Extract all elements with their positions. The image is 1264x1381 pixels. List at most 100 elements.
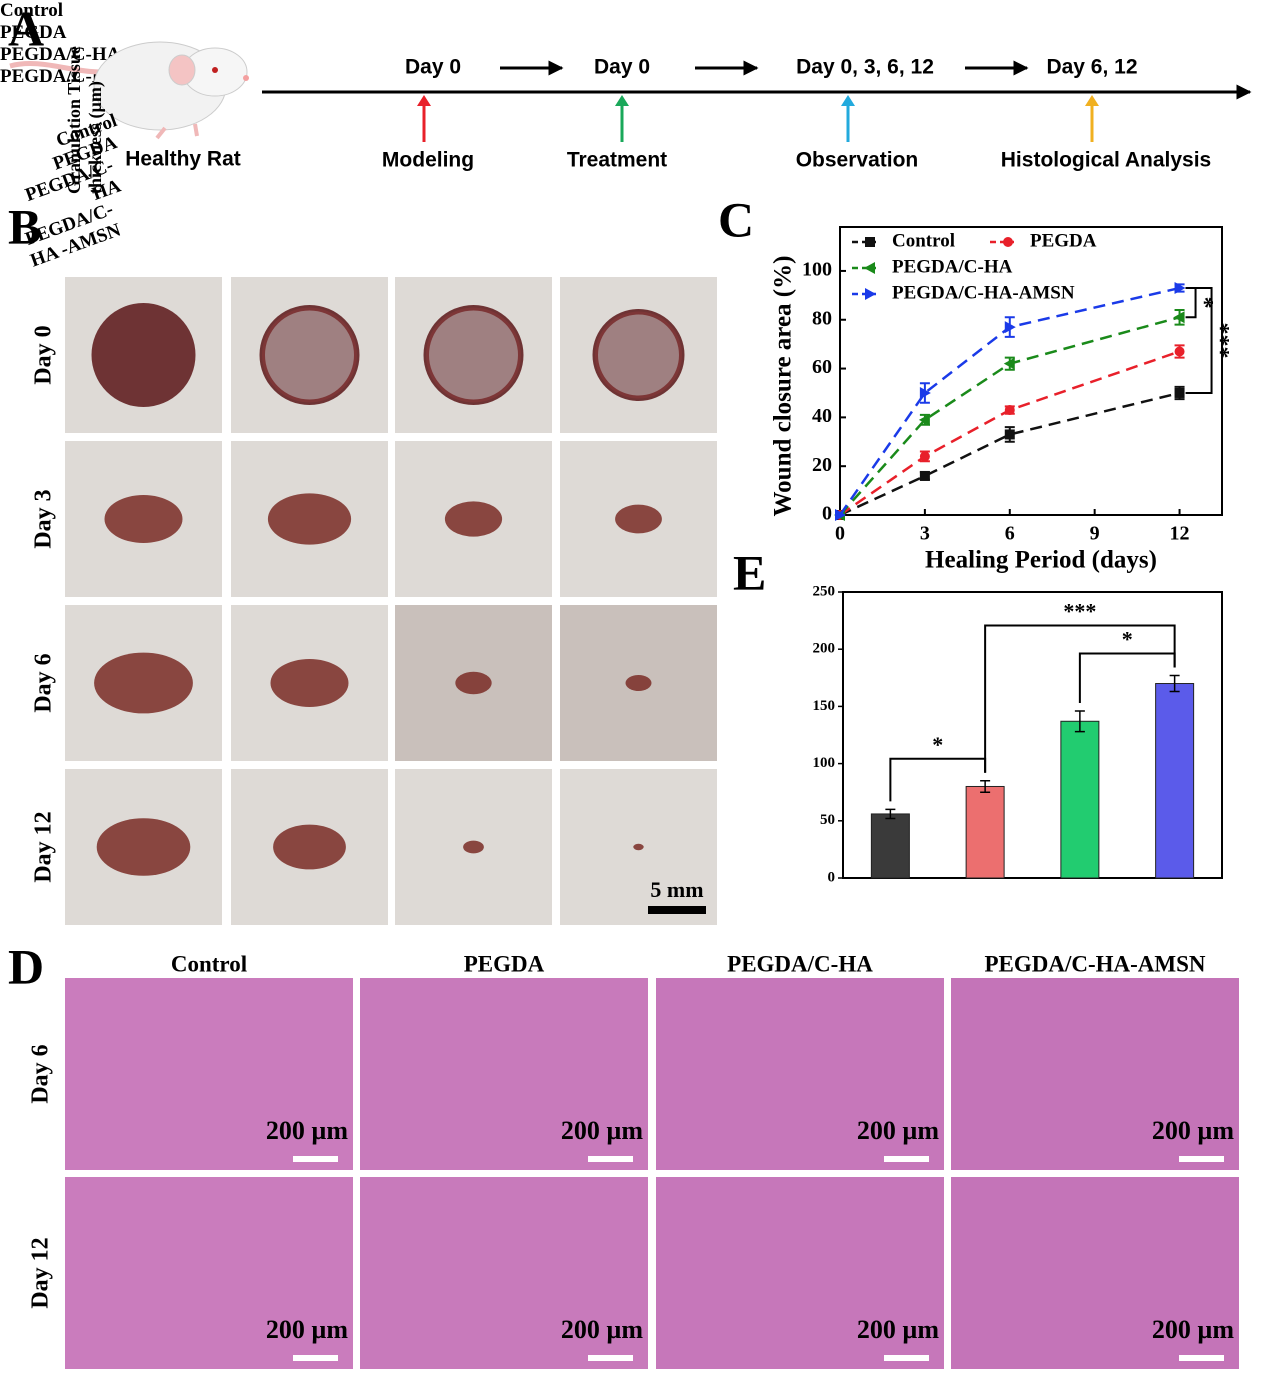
wound — [633, 843, 644, 851]
scale-bar — [293, 1156, 338, 1162]
hydrogel-disc — [262, 307, 357, 403]
scale-bar — [588, 1355, 633, 1361]
histology-texture — [360, 978, 648, 1170]
significance-bracket — [1185, 287, 1213, 394]
scale-bar-label: 200 µm — [857, 1315, 939, 1344]
scale-bar-label: 200 µm — [561, 1116, 643, 1145]
hydrogel-disc — [426, 307, 521, 403]
panel-label: E — [733, 544, 766, 600]
error-bar — [1074, 710, 1085, 733]
legend-label: PEGDA/C-HA-AMSN — [892, 282, 1075, 303]
point — [1173, 311, 1185, 324]
column-header: PEGDA/C-HA — [727, 951, 873, 976]
significance-label: * — [1122, 627, 1133, 652]
y-tick-label: 50 — [820, 812, 835, 828]
point — [919, 451, 930, 462]
scale-bar — [588, 1156, 633, 1162]
y-tick-label: 80 — [812, 307, 832, 329]
series-line — [839, 316, 1180, 516]
step-event: Modeling — [382, 149, 474, 172]
y-tick-label: 200 — [813, 641, 836, 657]
legend-marker — [865, 237, 875, 247]
hydrogel-disc — [595, 311, 682, 399]
point — [918, 413, 930, 426]
y-tick-label: 100 — [813, 755, 836, 771]
step-marker-head — [841, 95, 855, 106]
point — [1174, 387, 1185, 398]
bar — [870, 813, 910, 879]
row-label: Day 12 — [28, 1237, 54, 1308]
histology-texture — [656, 978, 944, 1170]
point — [1003, 357, 1015, 370]
point — [1004, 321, 1016, 334]
histology-texture — [951, 1177, 1239, 1369]
point — [1004, 405, 1015, 416]
point — [1174, 346, 1185, 357]
legend-label: Control — [892, 230, 955, 251]
scale-bar-label: 200 µm — [266, 1315, 348, 1344]
plot-frame — [842, 591, 1223, 879]
error-bar — [885, 808, 896, 820]
histology-texture — [65, 1177, 353, 1369]
series-line — [838, 286, 1180, 516]
subject-label: Healthy Rat — [125, 148, 241, 171]
scale-bar-label: 200 µm — [857, 1116, 939, 1145]
column-header: Control — [0, 0, 63, 21]
histology-image — [65, 978, 353, 1170]
column-header: Control — [171, 951, 247, 976]
wound — [463, 840, 484, 854]
step-day: Day 0 — [594, 56, 650, 79]
y-tick-label: 250 — [813, 583, 836, 599]
scale-bar-label: 5 mm — [650, 877, 703, 902]
wound — [625, 675, 652, 691]
legend-label: PEGDA — [1030, 230, 1097, 251]
x-tick-label: 6 — [1005, 523, 1015, 545]
significance-label: * — [1191, 297, 1217, 309]
rat-illustration — [9, 41, 249, 140]
y-axis-label: Wound closure area (%) — [770, 256, 797, 517]
panel-label: B — [8, 198, 41, 254]
point — [835, 509, 846, 521]
wound — [91, 303, 196, 407]
y-tick-label: 40 — [812, 405, 832, 427]
y-tick-label: 0 — [828, 869, 836, 885]
point — [919, 470, 930, 481]
significance-label: *** — [1063, 599, 1096, 624]
wound — [273, 824, 346, 870]
column-header: PEGDA — [0, 22, 67, 43]
significance-bracket — [984, 624, 1176, 773]
legend-label: PEGDA/C-HA — [892, 256, 1013, 277]
column-header: PEGDA — [464, 951, 545, 976]
scale-bar-label: 200 µm — [266, 1116, 348, 1145]
x-tick-label: 0 — [835, 523, 845, 545]
histology-texture — [65, 978, 353, 1170]
wound — [455, 671, 492, 695]
histology-texture — [656, 1177, 944, 1369]
histology-texture — [951, 978, 1239, 1170]
scale-bar-label: 200 µm — [561, 1315, 643, 1344]
column-header: PEGDA/C-HA — [0, 44, 121, 65]
scale-bar — [1179, 1355, 1224, 1361]
bar — [965, 785, 1005, 879]
point — [1004, 429, 1015, 440]
point — [1174, 282, 1186, 295]
step-day: Day 0 — [405, 56, 461, 79]
bar — [1155, 683, 1195, 879]
histology-image — [656, 978, 944, 1170]
step-day: Day 0, 3, 6, 12 — [796, 56, 934, 79]
wound — [94, 652, 193, 714]
wound — [615, 504, 662, 534]
scale-bar — [884, 1355, 929, 1361]
y-tick-label: 150 — [813, 698, 836, 714]
histology-image — [360, 978, 648, 1170]
y-tick-label: 20 — [812, 454, 832, 476]
panel-label: A — [8, 0, 44, 56]
histology-texture — [360, 1177, 648, 1369]
legend-marker — [864, 262, 875, 274]
step-marker-head — [1085, 95, 1099, 106]
row-label: Day 3 — [31, 489, 57, 548]
error-bar — [980, 780, 991, 793]
row-label: Day 6 — [31, 653, 57, 712]
